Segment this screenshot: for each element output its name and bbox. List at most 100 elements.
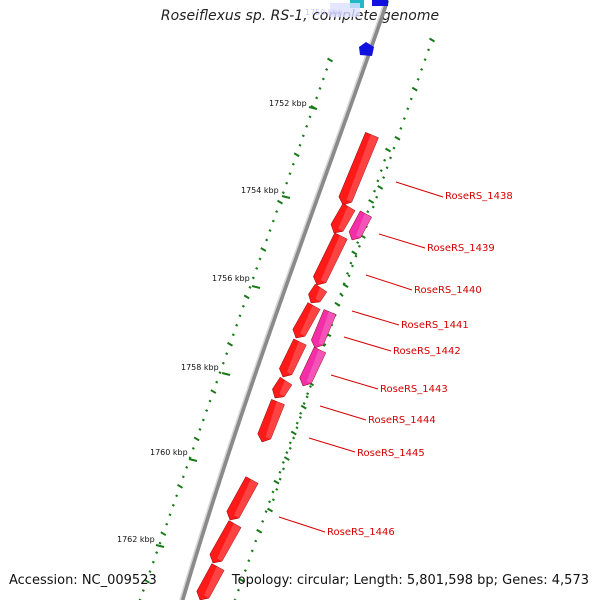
- scale-tick: [299, 411, 303, 415]
- scale-tick: [326, 57, 334, 63]
- scale-major-tick: [281, 195, 291, 199]
- scale-tick: [295, 421, 299, 425]
- genome-backbone: [179, 0, 390, 600]
- gene-label[interactable]: RoseRS_1444: [368, 415, 436, 426]
- scale-tick: [305, 395, 309, 399]
- scale-tick: [278, 470, 282, 474]
- scale-tick: [260, 247, 267, 252]
- scale-label: 1754 kbp: [241, 186, 279, 195]
- scale-tick: [346, 271, 350, 275]
- scale-tick: [201, 418, 205, 422]
- scale-major-tick: [155, 544, 165, 548]
- scale-tick: [141, 589, 145, 592]
- gene-arrow-1448: [196, 563, 225, 600]
- gene-label[interactable]: RoseRS_1443: [380, 384, 448, 395]
- scale-tick: [165, 522, 169, 526]
- gene-leader-line: [308, 437, 356, 453]
- scale-major-tick: [251, 285, 261, 289]
- gene-label[interactable]: RoseRS_1446: [327, 527, 395, 538]
- gene-leader-line: [351, 310, 400, 326]
- scale-tick: [368, 199, 375, 204]
- scale-tick: [266, 507, 274, 513]
- gene-leader-line: [319, 405, 367, 421]
- scale-label: 1756 kbp: [212, 274, 250, 283]
- genome-summary-text: Topology: circular; Length: 5,801,598 bp…: [231, 573, 589, 588]
- scale-tick: [288, 441, 292, 445]
- scale-tick: [376, 179, 380, 183]
- scale-tick: [285, 181, 289, 185]
- scale-tick: [315, 96, 319, 100]
- scale-tick: [188, 456, 192, 460]
- scale-tick: [271, 498, 275, 502]
- scale-tick: [175, 494, 179, 498]
- scale-tick: [306, 392, 310, 396]
- scale-tick: [325, 68, 329, 71]
- scale-tick: [225, 352, 229, 356]
- scale-tick: [354, 254, 358, 258]
- scale-tick: [323, 343, 327, 347]
- scale-tick: [208, 399, 212, 403]
- gene-label[interactable]: RoseRS_1440: [414, 285, 482, 296]
- scale-label: 1758 kbp: [181, 363, 219, 372]
- scale-tick: [339, 292, 343, 296]
- scale-tick: [366, 210, 370, 214]
- scale-tick: [305, 124, 309, 128]
- scale-tick: [238, 577, 245, 583]
- scale-tick: [271, 219, 275, 223]
- scale-major-tick: [221, 372, 231, 376]
- scale-tick: [394, 135, 401, 141]
- gene-arrow-1446: [226, 476, 259, 521]
- gene-arrow-1447: [209, 520, 242, 564]
- scale-tick: [384, 147, 392, 153]
- scale-tick: [298, 415, 302, 419]
- scale-tick: [176, 483, 184, 489]
- gene-label[interactable]: RoseRS_1438: [445, 191, 513, 202]
- scale-tick: [221, 361, 225, 365]
- scale-tick: [215, 380, 219, 384]
- scale-tick: [268, 229, 272, 232]
- gene-leader-line: [378, 233, 426, 249]
- gene-label[interactable]: RoseRS_1441: [401, 320, 469, 331]
- scale-tick: [231, 333, 235, 337]
- scale-tick: [238, 314, 242, 318]
- scale-tick: [321, 77, 325, 81]
- gene-leader-line: [343, 336, 392, 352]
- scale-tick: [290, 430, 297, 436]
- accession-text: Accession: NC_009523: [9, 573, 157, 588]
- scale-tick: [291, 162, 295, 166]
- gene-arrow-1442: [292, 302, 321, 339]
- scale-tick: [423, 58, 427, 62]
- scale-tick: [372, 189, 377, 193]
- scale-tick: [427, 48, 431, 52]
- gene-label[interactable]: RoseRS_1442: [393, 346, 461, 357]
- scale-tick: [379, 169, 383, 173]
- scale-tick: [285, 451, 289, 455]
- scale-tick: [389, 156, 393, 160]
- scale-tick: [298, 143, 302, 147]
- gene-arrow-1438b: [330, 203, 356, 234]
- scale-tick: [198, 428, 202, 431]
- scale-tick: [181, 475, 185, 479]
- scale-tick: [241, 304, 245, 308]
- scale-tick: [347, 274, 351, 278]
- scale-tick: [409, 97, 413, 101]
- gene-leader-line: [365, 274, 413, 291]
- scale-tick: [428, 37, 436, 43]
- scale-tick: [411, 86, 418, 92]
- top-tick-label: 1750 kbp: [305, 8, 343, 17]
- scale-tick: [281, 467, 286, 471]
- scale-label: 1760 kbp: [150, 448, 188, 457]
- scale-tick: [148, 570, 152, 574]
- scale-tick: [375, 195, 379, 199]
- gene-leader-line: [330, 374, 379, 390]
- scale-major-tick: [308, 106, 318, 110]
- scale-tick: [265, 238, 269, 242]
- gene-label[interactable]: RoseRS_1439: [427, 243, 495, 254]
- scale-tick: [293, 152, 300, 158]
- scale-tick: [236, 588, 240, 592]
- scale-tick: [155, 551, 159, 555]
- scale-tick: [210, 389, 217, 394]
- scale-tick: [283, 456, 290, 461]
- gene-label[interactable]: RoseRS_1445: [357, 448, 425, 459]
